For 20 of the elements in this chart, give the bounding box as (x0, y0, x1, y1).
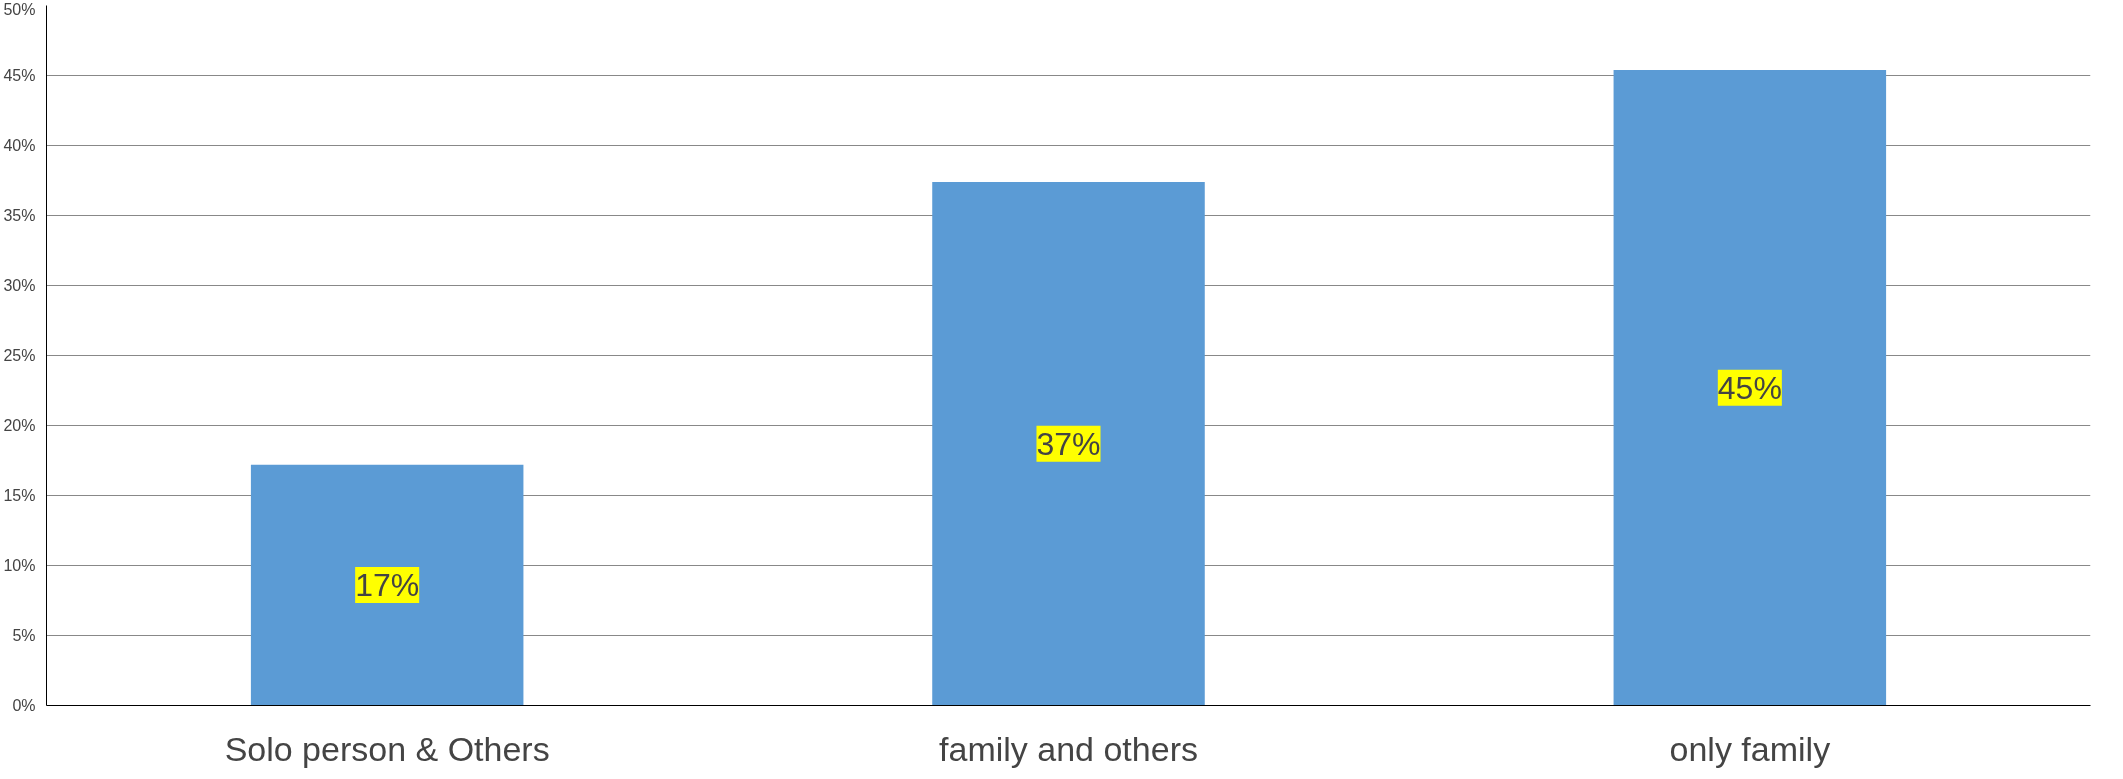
bar (1613, 69, 1887, 706)
bar (250, 464, 524, 706)
y-tick-label: 15% (3, 487, 36, 504)
data-label: 45% (1717, 369, 1782, 406)
y-tick-label: 40% (3, 137, 36, 154)
x-tick-label: family and others (939, 729, 1198, 768)
y-tick-label: 20% (3, 417, 36, 434)
data-label: 17% (355, 567, 420, 604)
y-tick-label: 0% (12, 697, 36, 714)
y-tick-label: 10% (3, 557, 36, 574)
y-tick-label: 5% (12, 627, 36, 644)
y-tick-label: 45% (3, 67, 36, 84)
y-tick-label: 35% (3, 207, 36, 224)
bar (932, 181, 1205, 706)
y-tick-label: 30% (3, 277, 36, 294)
y-tick-label: 25% (3, 347, 36, 364)
x-tick-label: Solo person & Others (224, 729, 550, 768)
y-tick-label: 50% (3, 0, 36, 18)
data-label: 37% (1036, 425, 1101, 462)
x-tick-label: only family (1669, 729, 1831, 768)
